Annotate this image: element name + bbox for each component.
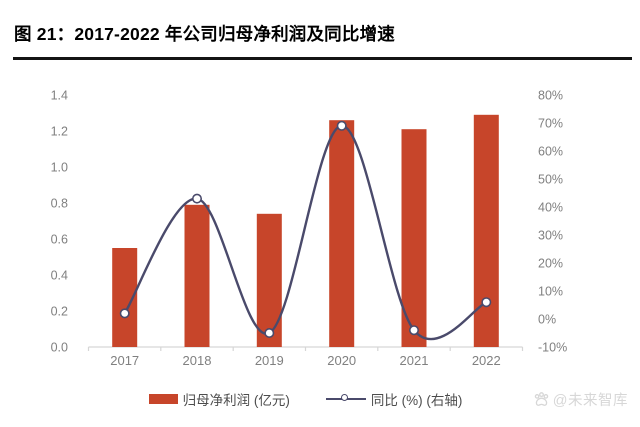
- x-tick-label: 2019: [255, 353, 284, 368]
- line-marker-icon: [340, 394, 348, 402]
- y-tick-label-left: 0.6: [51, 233, 68, 247]
- chart-legend: 归母净利润 (亿元) 同比 (%) (右轴): [88, 389, 523, 409]
- y-tick-label-right: -10%: [538, 341, 567, 355]
- line-marker: [336, 120, 347, 131]
- y-tick-label-right: 80%: [538, 89, 563, 103]
- y-tick-label-left: 0.4: [51, 269, 68, 283]
- line-marker: [119, 308, 130, 319]
- line-swatch-icon: [325, 394, 366, 402]
- line-marker: [408, 325, 419, 336]
- x-tick-label: 2022: [472, 353, 501, 368]
- bar-2020: [329, 120, 355, 347]
- line-series: [123, 124, 488, 341]
- x-tick-label: 2021: [400, 353, 429, 368]
- bar-2021: [401, 129, 427, 347]
- figure-title: 图 21：2017-2022 年公司归母净利润及同比增速: [14, 24, 395, 44]
- bar-2022: [473, 114, 499, 347]
- y-tick-label-left: 0.2: [51, 305, 68, 319]
- legend-bar-label: 归母净利润 (亿元): [182, 393, 290, 408]
- bar-2019: [256, 213, 282, 347]
- x-tick-label: 2020: [327, 353, 356, 368]
- title-divider: [13, 57, 632, 60]
- paw-icon: [534, 392, 549, 406]
- y-tick-label-right: 10%: [538, 285, 563, 299]
- y-tick-label-right: 40%: [538, 201, 563, 215]
- line-marker: [192, 193, 203, 204]
- legend-item-bar: 归母净利润 (亿元): [148, 389, 290, 409]
- legend-line-label: 同比 (%) (右轴): [370, 393, 463, 408]
- y-tick-label-right: 60%: [538, 145, 563, 159]
- y-tick-label-left: 0.0: [51, 341, 68, 355]
- y-tick-label-left: 1.0: [51, 161, 68, 175]
- y-tick-label-right: 20%: [538, 257, 563, 271]
- x-tick-label: 2018: [183, 353, 212, 368]
- bar-2018: [184, 204, 210, 347]
- y-tick-label-left: 1.4: [51, 89, 68, 103]
- y-tick-label-right: 50%: [538, 173, 563, 187]
- watermark: @未来智库: [533, 389, 628, 410]
- watermark-text: @未来智库: [552, 393, 628, 409]
- line-marker: [264, 327, 275, 338]
- bar-swatch-icon: [148, 394, 178, 404]
- y-tick-label-left: 0.8: [51, 197, 68, 211]
- y-tick-label-left: 1.2: [51, 125, 68, 139]
- y-tick-label-right: 70%: [538, 117, 563, 131]
- x-tick-label: 2017: [110, 353, 139, 368]
- line-marker: [481, 297, 492, 308]
- y-tick-label-right: 30%: [538, 229, 563, 243]
- legend-item-line: 同比 (%) (右轴): [325, 389, 463, 409]
- y-tick-label-right: 0%: [538, 313, 556, 327]
